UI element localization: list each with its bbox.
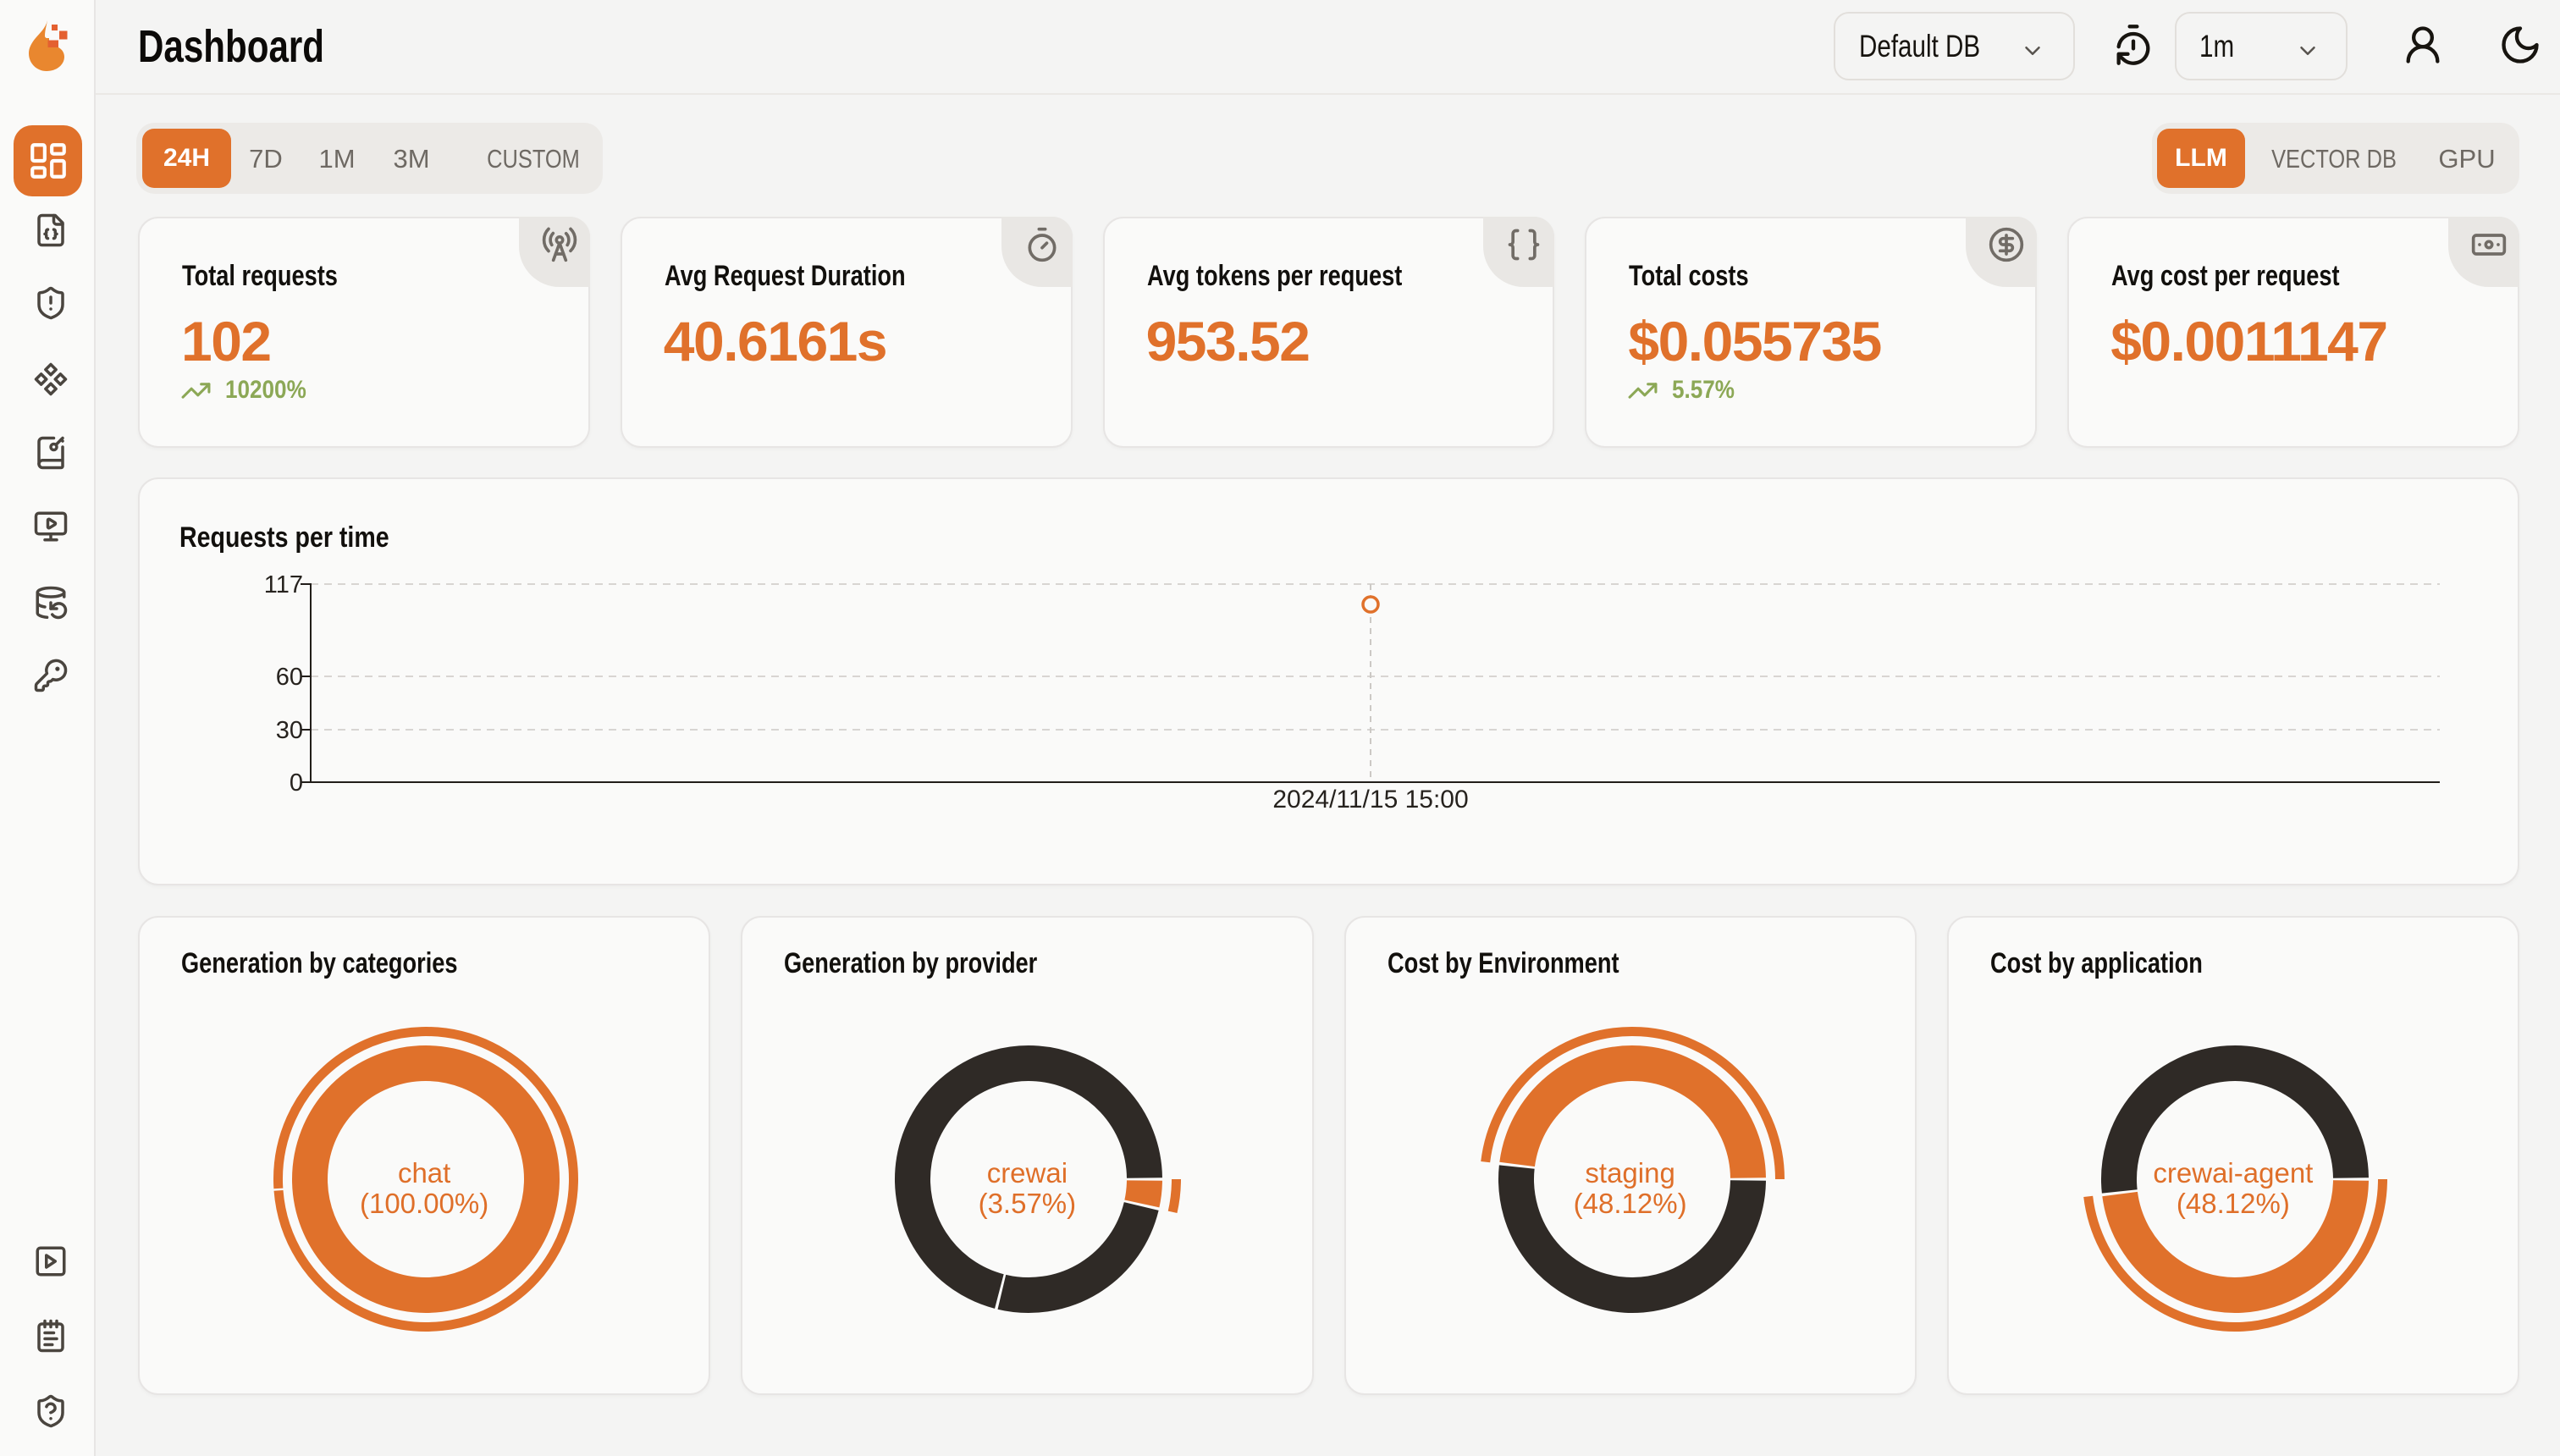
- svg-text:0: 0: [290, 769, 303, 797]
- svg-text:2024/11/15 15:00: 2024/11/15 15:00: [1272, 786, 1468, 813]
- svg-text:60: 60: [276, 664, 303, 691]
- svg-text:117: 117: [264, 571, 303, 598]
- svg-text:30: 30: [276, 717, 303, 744]
